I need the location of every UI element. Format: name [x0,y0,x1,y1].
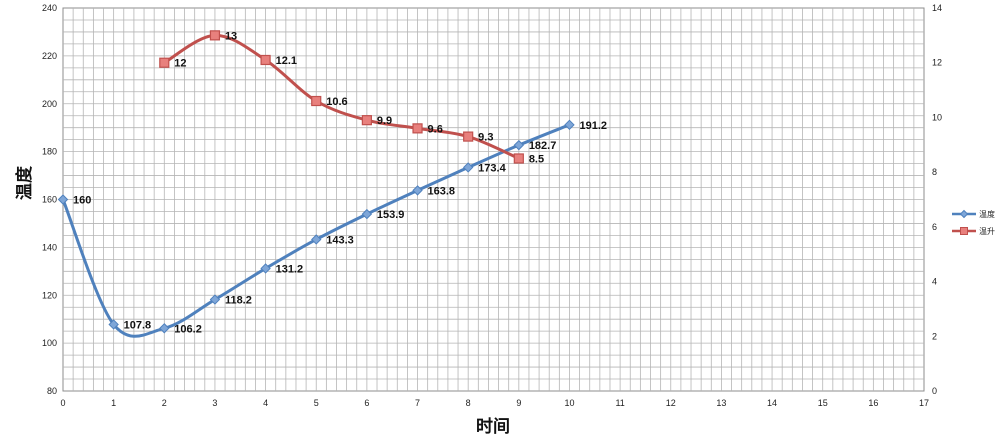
x-tick-label: 7 [415,398,420,408]
data-label: 12 [174,58,186,70]
data-point [412,123,423,134]
y2-tick-label: 10 [932,112,942,122]
data-label: 13 [225,30,237,42]
x-tick-label: 16 [868,398,878,408]
data-point [564,119,575,131]
x-tick-label: 10 [564,398,574,408]
y2-tick-label: 8 [932,167,937,177]
data-point [311,234,322,245]
data-label: 9.9 [377,115,392,127]
y2-tick-label: 2 [932,331,937,341]
y2-tick-label: 12 [932,58,942,68]
x-tick-label: 13 [716,398,726,408]
legend-label: 温升 [979,227,995,236]
data-label: 153.9 [377,209,405,221]
data-point [513,139,525,151]
y-tick-label: 80 [47,386,57,396]
right-axis-ticks: 0 2 4 6 8 10 12 14 [932,3,942,396]
data-label: 182.7 [529,140,557,152]
data-point [260,263,271,274]
y-tick-label: 100 [42,338,57,348]
data-point [260,54,271,66]
data-label: 191.2 [579,120,607,132]
data-point [412,185,423,196]
data-label: 10.6 [326,96,347,108]
y2-tick-label: 6 [932,222,937,232]
x-tick-label: 1 [111,398,116,408]
data-point [462,162,474,173]
x-tick-label: 3 [212,398,217,408]
y2-tick-label: 14 [932,3,942,13]
data-point [209,30,221,41]
data-label: 173.4 [478,162,506,174]
data-label: 12.1 [276,55,297,67]
y2-tick-label: 0 [932,386,937,396]
gridlines [62,7,925,392]
x-tick-label: 4 [263,398,268,408]
data-label: 9.6 [428,123,443,135]
data-point [209,294,221,305]
data-label: 160 [73,195,91,207]
x-tick-label: 11 [615,398,624,408]
data-label: 8.5 [529,153,544,165]
data-point [361,115,372,126]
x-tick-label: 15 [818,398,828,408]
data-point [513,153,524,164]
x-tick-label: 17 [919,398,929,408]
legend-marker [959,209,969,219]
data-labels: 160 107.8 106.2 118.2 131.2 143.3 153.9 163.8 17… [73,30,607,335]
y2-tick-label: 4 [932,277,937,287]
y-tick-label: 200 [42,99,57,109]
x-tick-label: 0 [60,398,65,408]
x-tick-label: 2 [162,398,167,408]
y-tick-label: 240 [42,3,57,13]
legend-marker [960,227,968,235]
y-tick-label: 120 [42,290,57,300]
x-tick-label: 14 [767,398,777,408]
series-line-0 [61,123,571,338]
x-tick-label: 12 [666,398,676,408]
data-point [108,319,119,330]
y-axis-title: 温度 [14,165,35,200]
data-label: 118.2 [225,295,252,307]
data-point [463,131,474,142]
data-label: 9.3 [478,132,493,144]
data-point [311,95,322,107]
x-tick-label: 5 [314,398,319,408]
series-layer [57,30,575,338]
data-point [57,194,69,205]
y-tick-label: 160 [42,195,57,205]
x-tick-label: 8 [466,398,471,408]
data-point [361,208,373,220]
x-axis-title: 时间 [476,416,510,437]
data-point [159,57,170,68]
data-label: 106.2 [174,323,202,335]
y-tick-label: 140 [42,242,57,252]
data-point [159,323,170,334]
x-axis-ticks: 0 1 2 3 4 5 6 7 8 9 10 11 12 13 14 15 16 17 [60,398,929,408]
left-axis-ticks: 80 100 120 140 160 180 200 220 240 [42,3,57,396]
series-line-1 [163,33,520,160]
y-tick-label: 180 [42,147,57,157]
y-tick-label: 220 [42,51,57,61]
data-label: 163.8 [428,185,456,197]
x-tick-label: 6 [364,398,369,408]
data-label: 143.3 [326,234,354,246]
legend-label: 温度 [979,209,995,219]
x-tick-label: 9 [516,398,521,408]
data-label: 107.8 [124,319,152,331]
data-label: 131.2 [276,263,304,275]
